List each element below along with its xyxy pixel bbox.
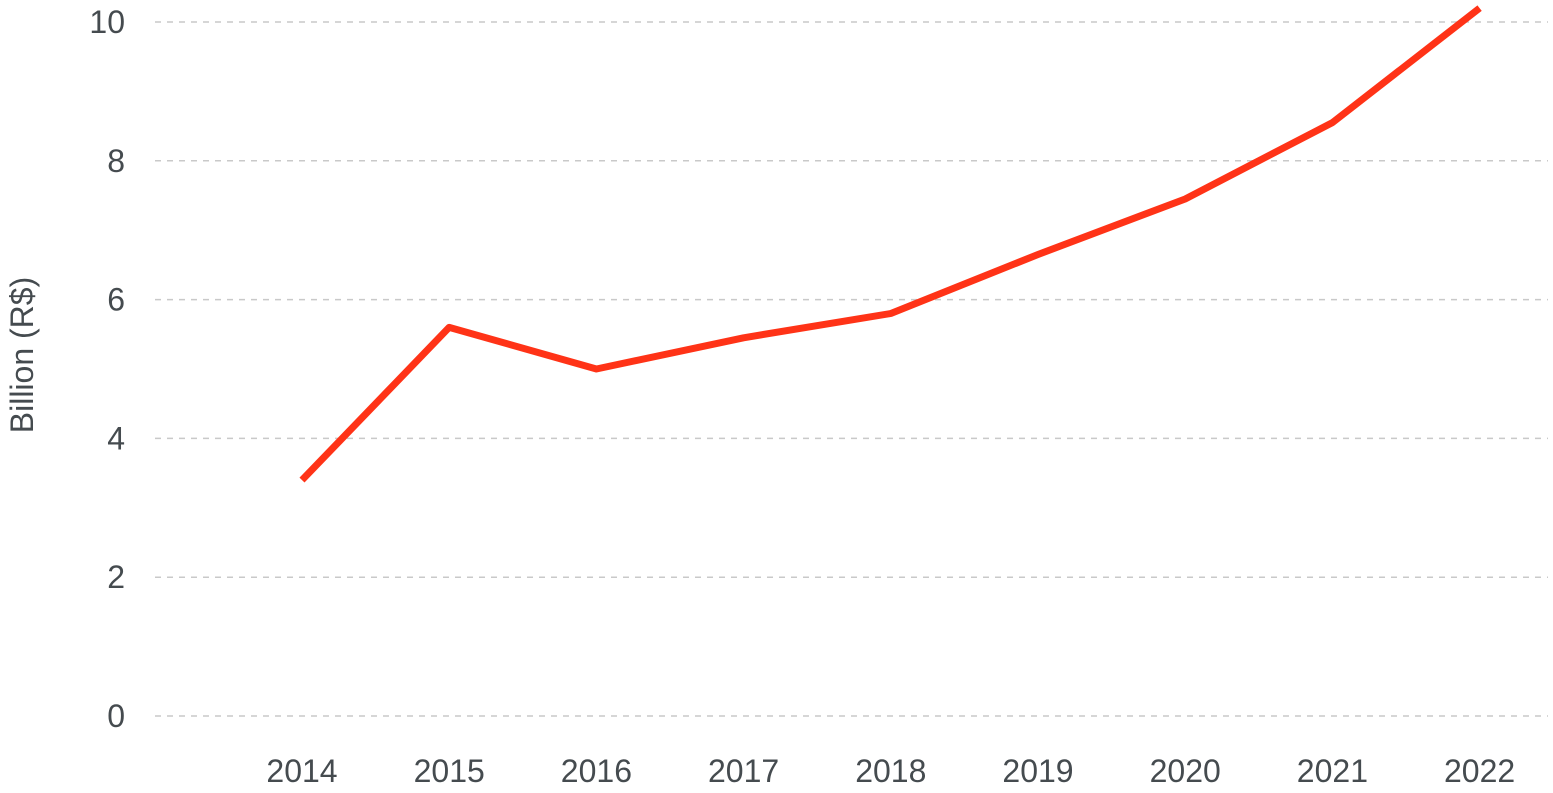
x-tick-label: 2017 [708, 753, 779, 789]
x-tick-label: 2020 [1150, 753, 1221, 789]
x-tick-label: 2014 [266, 753, 337, 789]
gridlines [155, 21, 1548, 717]
series-lines [299, 5, 1482, 483]
y-tick-label: 2 [107, 559, 125, 595]
x-tick-label: 2018 [855, 753, 926, 789]
y-tick-label: 8 [107, 143, 125, 179]
y-tick-label: 4 [107, 420, 125, 456]
x-tick-label: 2015 [414, 753, 485, 789]
y-axis-title: Billion (R$) [4, 277, 40, 433]
x-tick-label: 2022 [1444, 753, 1515, 789]
y-tick-label: 0 [107, 698, 125, 734]
y-axis-ticks: 0 2 4 6 8 10 [89, 4, 125, 734]
x-tick-label: 2016 [561, 753, 632, 789]
x-tick-label: 2021 [1297, 753, 1368, 789]
series-line-0 [299, 5, 1482, 483]
y-tick-label: 10 [89, 4, 125, 40]
x-tick-label: 2019 [1002, 753, 1073, 789]
y-tick-label: 6 [107, 282, 125, 318]
x-axis-ticks: 2014 2015 2016 2017 2018 2019 2020 2021 2022 [266, 753, 1515, 789]
